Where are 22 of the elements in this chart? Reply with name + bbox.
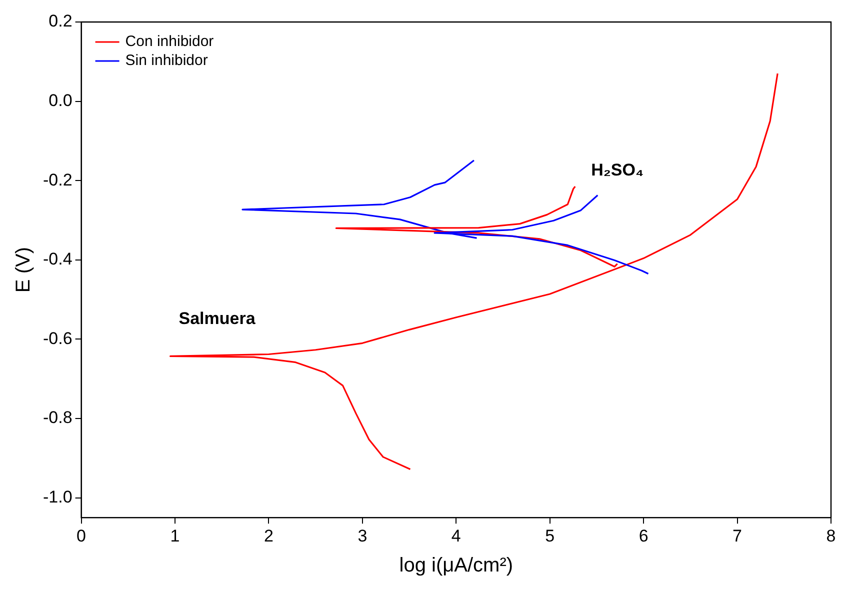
legend-label: Con inhibidor xyxy=(125,33,214,50)
x-tick-label: 7 xyxy=(732,526,742,546)
y-tick-label: -0.2 xyxy=(42,170,72,190)
y-tick-label: 0.0 xyxy=(48,90,72,110)
x-tick-label: 3 xyxy=(358,526,368,546)
x-tick-label: 2 xyxy=(264,526,274,546)
x-axis-title: log i(μA/cm²) xyxy=(399,554,514,577)
legend-label: Sin inhibidor xyxy=(125,52,208,70)
x-tick-label: 4 xyxy=(451,526,461,546)
y-tick-label: -0.8 xyxy=(42,408,72,428)
annotation: H₂SO₄ xyxy=(591,160,644,180)
x-tick-label: 0 xyxy=(76,526,86,546)
annotation: Salmuera xyxy=(178,309,256,328)
x-tick-label: 8 xyxy=(826,526,836,546)
y-tick-label: -1.0 xyxy=(42,487,72,506)
y-tick-label: -0.4 xyxy=(42,250,72,269)
x-tick-label: 1 xyxy=(170,526,180,546)
x-tick-label: 5 xyxy=(545,526,555,546)
x-tick-label: 6 xyxy=(638,526,648,546)
y-tick-label: 0.2 xyxy=(48,12,72,31)
y-tick-label: -0.6 xyxy=(42,328,72,348)
y-axis-title: E (V) xyxy=(12,247,35,293)
